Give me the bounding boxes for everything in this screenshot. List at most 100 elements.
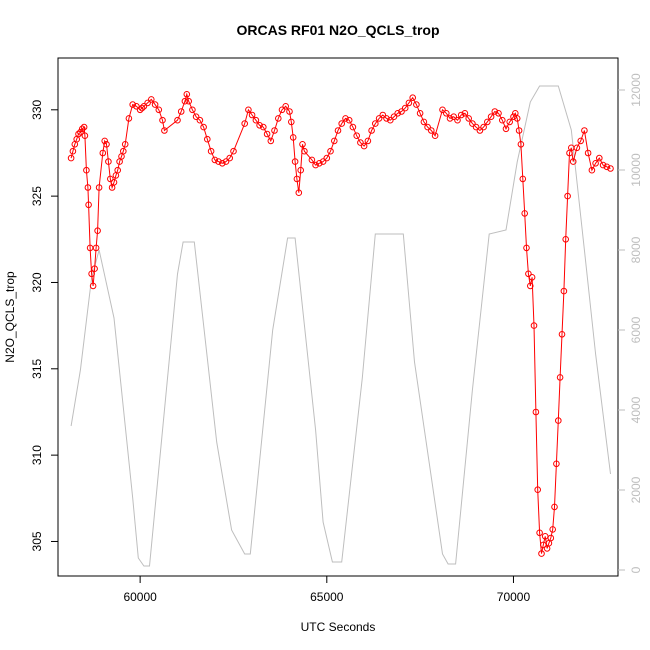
n2o-point <box>487 113 495 120</box>
n2o-point <box>301 147 308 155</box>
n2o-point <box>138 104 146 112</box>
y-tick-label: 315 <box>30 358 44 378</box>
n2o-point <box>499 116 506 124</box>
n2o-point <box>161 127 168 134</box>
n2o-point <box>549 526 557 533</box>
n2o-point <box>560 287 568 295</box>
n2o-point <box>534 486 542 494</box>
n2o-point <box>569 158 577 165</box>
y-axis-left: 305 310 315 320 325 330 <box>30 99 58 551</box>
n2o-point <box>390 113 398 120</box>
n2o-point <box>581 127 588 134</box>
n2o-point <box>573 144 581 152</box>
n2o-point <box>144 99 151 107</box>
n2o-point <box>263 130 271 138</box>
n2o-point <box>105 158 112 165</box>
n2o-point <box>295 189 303 196</box>
n2o-point <box>472 123 480 131</box>
n2o-point <box>110 179 118 186</box>
n2o-point <box>92 244 100 252</box>
n2o-point <box>120 147 127 155</box>
n2o-point <box>81 132 89 139</box>
plot-frame <box>57 57 619 577</box>
altitude-line <box>70 85 611 567</box>
n2o-point <box>256 122 263 129</box>
chart-title: ORCAS RF01 N2O_QCLS_trop <box>236 22 439 38</box>
n2o-point <box>599 161 607 169</box>
n2o-point <box>75 130 82 138</box>
x-axis: 60000 65000 70000 <box>123 576 530 604</box>
n2o-point <box>101 137 108 145</box>
n2o-point <box>271 127 278 134</box>
n2o-line <box>70 92 611 554</box>
n2o-point <box>200 123 207 131</box>
n2o-point <box>515 127 523 134</box>
n2o-point <box>174 116 181 124</box>
n2o-point <box>316 160 323 167</box>
n2o-point <box>114 166 121 174</box>
n2o-point <box>129 101 136 108</box>
n2o-point <box>245 106 252 114</box>
n2o-point <box>461 110 469 117</box>
n2o-point <box>323 154 331 162</box>
n2o-point <box>553 460 560 468</box>
n2o-point <box>596 154 603 162</box>
n2o-point <box>484 118 491 126</box>
n2o-point <box>431 132 439 139</box>
n2o-point <box>538 550 545 557</box>
n2o-point <box>155 106 163 114</box>
n2o-point <box>564 192 571 200</box>
n2o-point <box>360 142 368 150</box>
x-tick-label: 60000 <box>123 590 157 604</box>
n2o-point <box>331 137 338 145</box>
n2o-point <box>375 115 383 122</box>
n2o-point <box>189 106 196 114</box>
n2o-point <box>450 113 458 120</box>
n2o-point <box>95 184 103 191</box>
x-axis-label: UTC Seconds <box>301 620 376 634</box>
y-tick-label: 325 <box>30 186 44 206</box>
n2o-point <box>398 108 405 115</box>
n2o-point <box>394 110 402 117</box>
n2o-point <box>252 116 260 124</box>
n2o-point <box>312 161 319 169</box>
n2o-point <box>88 270 95 278</box>
n2o-point <box>558 331 566 338</box>
n2o-point <box>562 236 570 243</box>
n2o-point <box>91 265 98 273</box>
n2o-point <box>401 104 409 112</box>
n2o-point <box>226 154 233 162</box>
n2o-point <box>140 103 148 110</box>
n2o-point <box>80 123 88 131</box>
n2o-point <box>148 96 155 103</box>
n2o-point <box>319 158 327 165</box>
n2o-point <box>334 127 342 134</box>
n2o-point <box>443 110 450 117</box>
n2o-point <box>84 184 92 191</box>
n2o-point <box>177 108 185 115</box>
n2o-point <box>357 139 364 146</box>
n2o-point <box>510 113 517 120</box>
n2o-point <box>342 115 349 122</box>
n2o-point <box>107 175 114 183</box>
n2o-point <box>85 201 92 209</box>
n2o-point <box>556 374 564 381</box>
n2o-point <box>353 132 361 139</box>
n2o-point <box>338 120 346 127</box>
n2o-point <box>297 166 305 174</box>
n2o-point <box>286 108 293 115</box>
n2o-point <box>439 106 446 114</box>
n2o-point <box>536 529 543 537</box>
n2o-point <box>372 120 379 127</box>
n2o-point <box>521 210 529 217</box>
n2o-point <box>192 113 200 120</box>
n2o-point <box>94 227 101 234</box>
n2o-point <box>196 116 204 124</box>
n2o-point <box>469 120 476 127</box>
n2o-point <box>181 97 189 105</box>
n2o-point <box>293 175 301 183</box>
y-axis-right: 0 2000 4000 6000 8000 10000 12000 <box>618 73 643 573</box>
n2o-point <box>211 156 219 164</box>
n2o-point <box>551 503 558 511</box>
